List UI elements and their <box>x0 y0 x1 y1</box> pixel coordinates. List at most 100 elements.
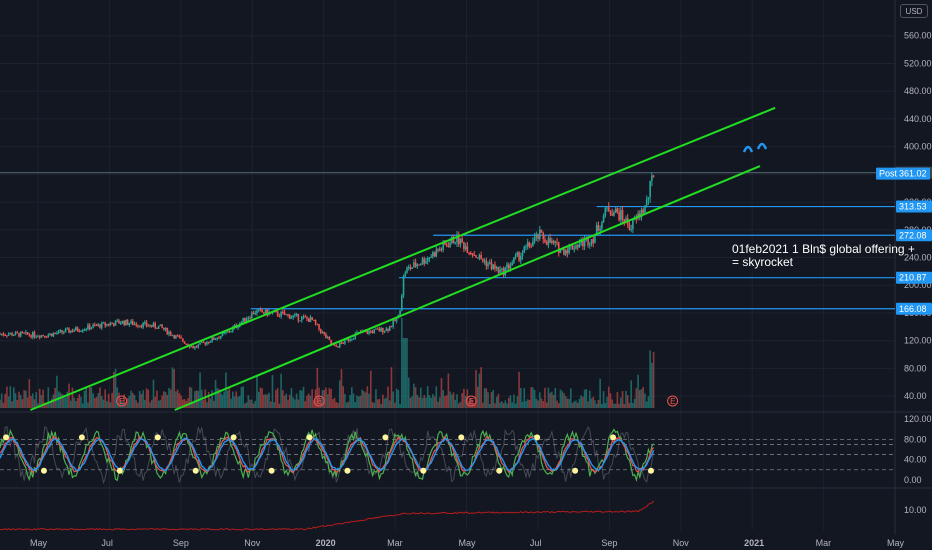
candle-body <box>454 242 457 244</box>
currency-label[interactable]: USD <box>900 4 928 18</box>
volume-bar <box>81 403 84 408</box>
volume-bar <box>76 398 79 408</box>
volume-bar <box>578 398 581 408</box>
volume-bar <box>409 397 412 408</box>
candle-body <box>4 335 6 337</box>
volume-bar <box>199 372 201 408</box>
volume-bar <box>425 397 427 408</box>
volume-bar <box>311 389 313 408</box>
price-tick-label: 440.00 <box>904 114 932 124</box>
volume-bar <box>11 401 13 408</box>
osc-signal-dot <box>420 467 427 474</box>
volume-bar <box>620 397 622 408</box>
candle-body <box>635 218 638 220</box>
candle-body <box>468 252 470 254</box>
volume-bar <box>475 370 477 408</box>
volume-bar <box>597 399 600 408</box>
candle-body <box>307 318 310 322</box>
channel-lines[interactable] <box>30 106 776 411</box>
candle-body <box>407 267 410 269</box>
volume-bar <box>416 394 419 408</box>
candle-body <box>200 341 203 343</box>
volume-bar <box>121 401 124 408</box>
candle-body <box>506 264 508 268</box>
price-badge <box>896 302 932 315</box>
candle-body <box>144 322 146 324</box>
volume-bar <box>149 402 151 408</box>
candle-body <box>221 332 224 337</box>
candle-body <box>16 332 19 334</box>
volume-bar <box>7 396 10 408</box>
candle-body <box>78 330 81 332</box>
volume-bar <box>85 386 88 408</box>
volume-bar <box>440 378 443 408</box>
volume-bar <box>406 338 408 408</box>
volume-bar <box>457 403 460 408</box>
candle-body <box>44 335 46 337</box>
price-tick-label: 560.00 <box>904 31 932 41</box>
volume-bar <box>354 402 357 408</box>
volume-bar <box>12 387 15 408</box>
volume-bar <box>614 403 617 408</box>
volume-bar <box>218 389 220 408</box>
volume-bar <box>444 396 446 408</box>
volume-bar <box>588 390 591 408</box>
candle-body <box>475 255 477 258</box>
indicator-tick-label: 10.00 <box>904 505 927 515</box>
candle-body <box>390 326 393 328</box>
candle-body <box>518 252 520 261</box>
candle-body <box>33 332 36 337</box>
candle-body <box>211 337 213 342</box>
candle-body <box>275 311 277 313</box>
candle-body <box>583 238 586 247</box>
volume-bar <box>392 391 394 408</box>
volume-bar <box>583 389 586 408</box>
candle-body <box>571 245 574 250</box>
candle-body <box>19 331 22 337</box>
candle-body <box>395 317 398 322</box>
osc-signal-dot <box>610 434 617 441</box>
volume-bar <box>523 388 526 408</box>
candle-body <box>197 344 200 348</box>
candle-body <box>187 343 189 346</box>
candle-body <box>330 339 332 344</box>
volume-bar <box>556 400 558 408</box>
volume-bar <box>268 392 270 408</box>
candle-body <box>313 319 315 321</box>
volume-bar <box>66 391 69 408</box>
candle-body <box>133 323 136 325</box>
head-and-shoulders-marks[interactable] <box>742 142 768 153</box>
volume-bar <box>514 403 517 408</box>
volume-bar <box>49 402 51 408</box>
candle-body <box>216 337 219 340</box>
candle-body <box>568 245 570 254</box>
candle-body <box>190 346 193 348</box>
volume-bar <box>37 403 39 408</box>
candle-body <box>366 330 369 334</box>
volume-bar <box>71 387 74 408</box>
volume-bar <box>357 396 360 408</box>
candle-body <box>494 264 496 269</box>
volume-bar <box>611 399 614 408</box>
candle-body <box>47 334 50 338</box>
candle-body <box>509 265 512 269</box>
price-tick-label: 240.00 <box>904 253 932 263</box>
candle-body <box>347 338 350 341</box>
candle-body <box>490 262 493 270</box>
volume-bar <box>87 402 89 408</box>
volume-bar <box>237 396 239 408</box>
volume-bar <box>206 402 208 408</box>
candle-body <box>478 254 481 259</box>
volume-bar <box>333 397 336 408</box>
volume-bar <box>306 395 308 408</box>
osc-signal-dot <box>116 467 123 474</box>
volume-bar <box>219 392 222 408</box>
price-tick-label: 40.00 <box>904 391 927 401</box>
candle-body <box>590 239 593 245</box>
volume-bar <box>573 401 576 408</box>
volume-bar <box>35 392 38 408</box>
candle-body <box>192 346 194 349</box>
annotation[interactable]: 01feb2021 1 Bln$ global offering + = sky… <box>732 242 915 269</box>
candle-body <box>157 325 160 329</box>
